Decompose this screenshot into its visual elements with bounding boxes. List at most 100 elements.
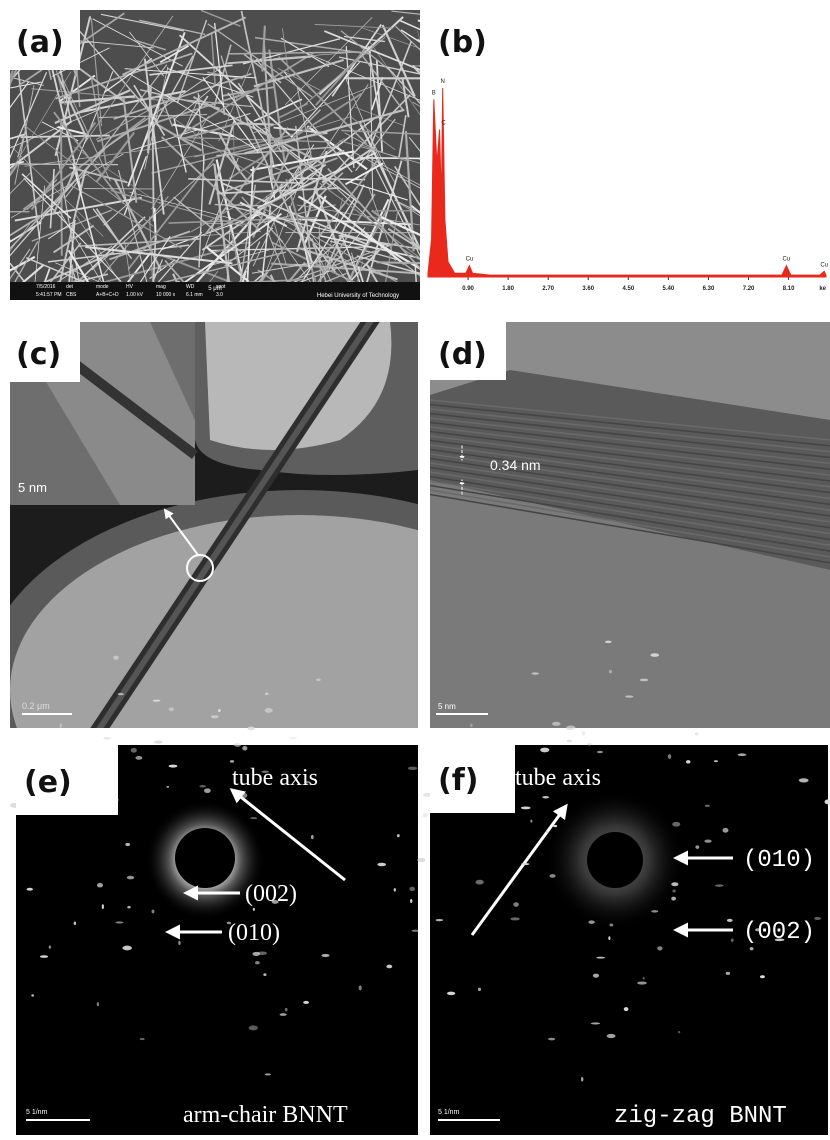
spot — [131, 748, 137, 753]
spot — [704, 840, 711, 843]
spot — [750, 947, 754, 950]
spot — [695, 733, 699, 736]
x-tick-label: 2.70 — [542, 286, 554, 292]
spot — [140, 1038, 145, 1040]
x-tick-label: 6.30 — [703, 286, 715, 292]
spot — [714, 760, 718, 762]
spot — [624, 1007, 629, 1011]
spot — [513, 902, 519, 907]
spot — [566, 728, 572, 730]
spot — [248, 726, 255, 730]
x-tick-label: 3.60 — [582, 286, 594, 292]
spot — [386, 965, 392, 969]
x-tick-label: 8.10 — [783, 286, 795, 292]
spot — [411, 930, 419, 932]
spot — [103, 737, 111, 739]
spot — [521, 863, 529, 865]
axis-label: tube axis — [515, 765, 601, 791]
spot — [447, 992, 455, 996]
axis-label: tube axis — [232, 765, 318, 791]
scale-label: 5 1/nm — [26, 1109, 48, 1116]
spot — [727, 919, 733, 922]
spot — [316, 679, 321, 682]
spot — [280, 1013, 287, 1016]
spot — [152, 910, 155, 914]
spot — [154, 740, 162, 743]
x-tick-label: 1.80 — [502, 286, 514, 292]
info-text: 3.0 — [216, 292, 223, 298]
spot — [478, 988, 481, 991]
figure: (a) (b) (c) (d) (e) (f) 5 μm Hebei Unive… — [0, 0, 830, 1140]
info-text: HV — [126, 284, 134, 290]
spot — [230, 760, 234, 763]
spot — [359, 985, 362, 990]
spot — [678, 1031, 680, 1033]
spot — [169, 707, 174, 711]
x-axis-label: ke — [819, 286, 826, 292]
peak-label: B — [432, 90, 436, 96]
spot — [587, 743, 592, 745]
spot — [211, 715, 219, 718]
info-text: 10 000 x — [156, 292, 176, 298]
spot — [242, 793, 247, 798]
spot — [722, 828, 728, 833]
spot — [672, 889, 675, 892]
spot — [470, 723, 472, 727]
spot — [127, 906, 131, 909]
spot — [588, 920, 594, 923]
x-tick-label: 7.20 — [743, 286, 755, 292]
panel-label: (f) — [438, 763, 478, 798]
spot — [118, 693, 124, 695]
spot — [122, 946, 132, 951]
x-tick-label: 0.90 — [462, 286, 474, 292]
spot — [436, 919, 444, 921]
spot — [303, 1001, 309, 1004]
spot — [548, 1038, 555, 1041]
spot — [671, 897, 676, 901]
spot — [409, 887, 415, 891]
panel-label: (c) — [16, 337, 61, 372]
fiber — [413, 102, 498, 150]
spot — [705, 805, 710, 807]
spot — [650, 653, 659, 657]
spot — [204, 788, 211, 793]
institution: Hebei University of Technology — [317, 293, 399, 299]
spot — [265, 692, 268, 695]
spot — [550, 874, 556, 878]
spot — [637, 981, 647, 984]
spot — [530, 820, 532, 823]
spot — [423, 813, 428, 817]
fiber — [235, 123, 274, 124]
x-tick-label: 4.50 — [622, 286, 634, 292]
spot — [60, 723, 62, 728]
spot — [726, 972, 730, 975]
spot — [695, 845, 699, 848]
spot — [394, 888, 396, 891]
spot — [169, 765, 178, 768]
caption: arm-chair BNNT — [183, 1102, 348, 1128]
spot — [253, 908, 255, 911]
spot — [127, 876, 134, 880]
spot — [640, 679, 649, 682]
spot — [609, 670, 612, 673]
info-text: mode — [96, 284, 109, 290]
spot — [102, 904, 104, 909]
scale-label: 5 nm — [438, 702, 456, 711]
spot — [113, 656, 118, 660]
spot — [607, 1034, 616, 1038]
spot — [510, 917, 519, 920]
spot — [546, 831, 549, 833]
spot — [218, 709, 221, 712]
spot — [377, 863, 386, 866]
spot — [49, 946, 51, 949]
spot — [265, 1073, 271, 1075]
info-text: 6.1 mm — [186, 292, 203, 298]
spot — [581, 1077, 583, 1081]
info-text: spot — [216, 284, 226, 290]
spot — [255, 961, 260, 964]
spot — [199, 785, 206, 787]
spot — [249, 1025, 258, 1030]
spot — [115, 921, 123, 923]
spot — [234, 743, 241, 747]
fiber — [418, 159, 507, 197]
